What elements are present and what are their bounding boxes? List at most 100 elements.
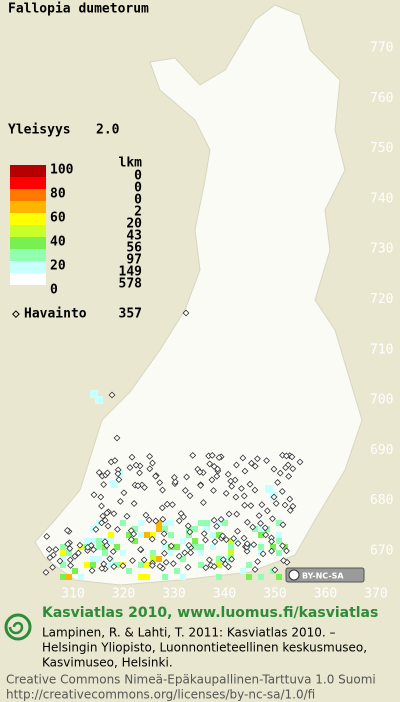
grid-cell	[126, 532, 132, 538]
observation-marker	[241, 467, 249, 475]
observation-marker	[126, 464, 134, 471]
observation-marker	[111, 457, 119, 464]
observation-marker	[186, 528, 194, 536]
observation-marker	[211, 538, 219, 546]
observation-marker	[282, 464, 290, 471]
observation-marker	[283, 452, 290, 460]
observation-marker	[103, 509, 111, 517]
grid-cell	[186, 532, 192, 538]
grid-cell	[276, 532, 282, 538]
north-label: 730	[370, 242, 393, 257]
grid-cell	[246, 562, 252, 568]
observation-marker	[270, 465, 278, 473]
observation-markers	[42, 309, 304, 576]
observation-marker	[181, 549, 189, 557]
observation-marker	[222, 489, 230, 497]
observation-marker	[200, 530, 208, 537]
observation-marker	[136, 469, 143, 477]
grid-cell	[138, 520, 144, 526]
observation-marker	[106, 555, 114, 563]
observation-marker	[45, 545, 53, 553]
grid-cell	[156, 520, 162, 526]
observation-marker	[64, 540, 72, 548]
frequency-value: 2.0	[96, 123, 120, 138]
observation-marker	[205, 556, 213, 564]
observation-marker	[71, 553, 79, 560]
observation-marker	[210, 487, 217, 494]
observation-marker	[108, 391, 116, 399]
grid-cell	[180, 556, 186, 562]
observation-marker	[214, 465, 222, 473]
observation-marker	[145, 516, 153, 524]
observation-marker	[161, 549, 168, 557]
observation-marker	[208, 476, 216, 484]
grid-cell	[60, 544, 66, 550]
observation-marker	[283, 547, 290, 555]
observation-marker	[221, 560, 229, 568]
grid-cell	[192, 544, 198, 550]
grid-cell	[60, 550, 66, 556]
east-label: 350	[263, 587, 286, 602]
legend-swatch	[10, 249, 46, 261]
observation-marker	[210, 563, 218, 570]
observation-marker	[114, 525, 121, 533]
observation-marker	[95, 469, 103, 476]
observation-marker	[276, 469, 284, 477]
observation-marker	[184, 563, 192, 571]
grid-cell	[180, 574, 186, 580]
grid-cell	[276, 550, 282, 556]
observation-marker	[152, 517, 160, 525]
observation-marker	[289, 502, 297, 510]
grid-cell	[228, 550, 234, 556]
observation-marker	[152, 472, 159, 480]
north-label: 760	[370, 91, 393, 106]
grid-cell	[72, 568, 78, 574]
class-count: 56	[126, 241, 142, 256]
observation-marker	[98, 502, 105, 510]
citation-line: Kasvimuseo, Helsinki.	[42, 656, 173, 670]
observation-marker	[43, 533, 51, 540]
grid-cell	[210, 532, 216, 538]
observation-marker	[146, 452, 154, 460]
observation-marker	[233, 461, 240, 469]
grid-cell	[276, 538, 282, 544]
grid-cell	[156, 556, 162, 562]
north-label: 670	[370, 544, 393, 559]
observation-marker	[285, 472, 293, 480]
badge-text: BY-NC-SA	[302, 572, 344, 581]
cc-icon	[288, 569, 300, 581]
grid-cell	[216, 520, 222, 526]
grid-cell	[174, 544, 180, 550]
grid-cell	[198, 544, 204, 550]
observation-marker	[56, 557, 64, 565]
observation-marker	[110, 563, 118, 571]
observation-marker	[141, 484, 148, 491]
observation-marker	[160, 538, 168, 546]
observation-marker	[100, 481, 108, 488]
observation-marker	[247, 502, 255, 510]
grid-cell	[258, 532, 264, 538]
grid-cell	[216, 556, 222, 562]
observation-marker	[219, 532, 227, 540]
grid-cell	[258, 574, 264, 580]
observation-marker	[148, 562, 156, 569]
observation-marker	[97, 493, 105, 501]
observation-marker	[156, 562, 164, 570]
grid-cell	[162, 526, 168, 532]
grid-cell	[114, 562, 120, 568]
observation-marker	[163, 500, 171, 508]
observation-marker	[270, 493, 278, 501]
observation-label: Havainto	[24, 307, 87, 322]
grid-cell	[132, 526, 138, 532]
observation-marker	[185, 541, 193, 549]
observation-marker	[258, 501, 266, 509]
grid-cell	[198, 550, 204, 556]
observation-marker	[274, 479, 282, 486]
observation-marker	[104, 522, 112, 530]
scale-label: 60	[50, 211, 66, 226]
observation-marker	[254, 558, 261, 566]
class-count: 578	[119, 277, 143, 292]
citation-line: Lampinen, R. & Lahti, T. 2011: Kasviatla…	[42, 626, 336, 640]
legend-swatch	[10, 273, 46, 285]
